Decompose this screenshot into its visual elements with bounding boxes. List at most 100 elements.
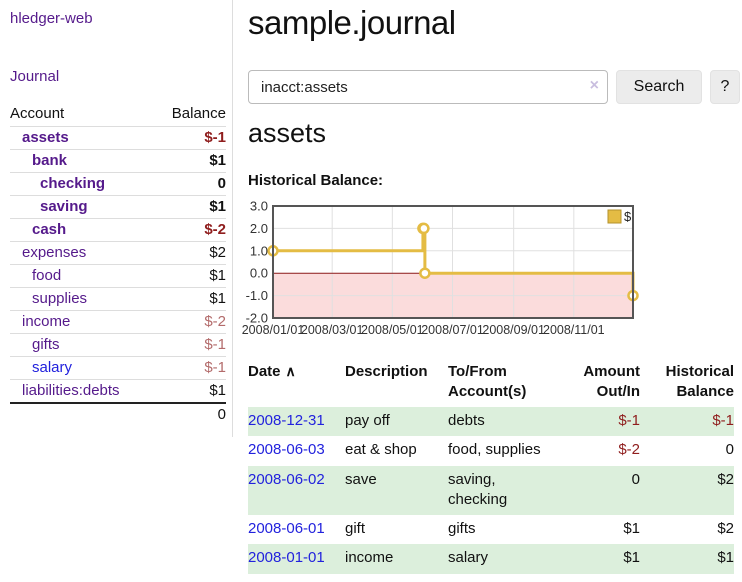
sidebar-item-journal[interactable]: Journal (10, 68, 60, 85)
account-row: expenses $2 (10, 241, 226, 265)
data-point-marker (418, 222, 430, 235)
account-name-cell: assets (10, 127, 154, 150)
account-name-cell: bank (10, 150, 154, 173)
account-row: salary $-1 (10, 356, 226, 380)
account-link[interactable]: liabilities:debts (22, 382, 120, 399)
transaction-row[interactable]: 2008-06-03 eat & shop food, supplies $-2 0 (248, 436, 734, 465)
sidebar-nav: Journal (10, 68, 224, 86)
search-box: × (248, 70, 608, 104)
account-link[interactable]: checking (40, 175, 106, 192)
y-tick-label: 0.0 (250, 266, 268, 281)
transaction-description: save (345, 470, 377, 488)
transaction-row[interactable]: 2008-12-31 pay off debts $-1 $-1 (248, 407, 734, 437)
transaction-date-link[interactable]: 2008-06-02 (248, 470, 325, 488)
historical-balance-chart: $3.0 2.0 1.0 0.0 -1.0 -2.0 2008/01/01 2008/03/0… (240, 198, 640, 343)
account-row: income $-2 (10, 310, 226, 334)
account-link[interactable]: expenses (22, 244, 87, 261)
y-tick-label: -1.0 (246, 288, 268, 303)
legend-swatch (607, 209, 622, 224)
account-link[interactable]: gifts (32, 336, 60, 353)
account-row: checking 0 (10, 172, 226, 196)
account-link[interactable]: cash (32, 221, 67, 238)
y-tick-label: 3.0 (250, 199, 268, 214)
x-tick-label: 2008/01/01 (242, 323, 305, 337)
transaction-description: gift (345, 520, 366, 537)
account-balance: $1 (209, 198, 226, 215)
app-brand: hledger-web (10, 10, 224, 28)
transaction-date-cell: 2008-01-01 (248, 544, 345, 573)
brand-link[interactable]: hledger-web (10, 10, 93, 27)
account-name-cell: liabilities:debts (10, 380, 154, 404)
account-link[interactable]: saving (40, 198, 88, 215)
transaction-date-link[interactable]: 2008-06-03 (248, 441, 325, 459)
y-tick-label: 2.0 (250, 221, 268, 236)
accounts-header-balance: Balance (171, 105, 226, 122)
account-row: bank $1 (10, 149, 226, 173)
transaction-date-link[interactable]: 2008-12-31 (248, 412, 325, 429)
transaction-description: pay off (345, 412, 390, 429)
transaction-balance: $-1 (712, 412, 734, 429)
transaction-accounts: saving, checking (448, 470, 508, 508)
y-tick-label: -2.0 (246, 311, 268, 326)
account-link[interactable]: supplies (32, 290, 88, 307)
header-description: Description (345, 363, 428, 380)
account-heading: assets (248, 118, 327, 148)
transaction-date-link[interactable]: 2008-01-01 (248, 549, 325, 567)
account-link[interactable]: salary (32, 359, 73, 376)
account-name-cell: salary (10, 357, 154, 380)
transaction-amount: $-2 (618, 441, 640, 459)
account-balance: $-1 (204, 359, 226, 376)
transaction-balance: $1 (717, 549, 734, 567)
chart-title: Historical Balance: (248, 172, 384, 189)
account-balance: $1 (209, 267, 226, 284)
transaction-accounts: debts (448, 412, 485, 429)
help-button[interactable]: ? (710, 70, 740, 104)
search-bar: × Search ? (248, 70, 740, 104)
account-balance: $1 (209, 152, 226, 169)
transaction-row[interactable]: 2008-01-01 income salary $1 $1 (248, 544, 734, 574)
account-name-cell: saving (10, 196, 154, 219)
accounts-header-account: Account (10, 105, 65, 122)
account-balance: $-2 (204, 221, 226, 238)
data-point-marker (419, 267, 431, 279)
account-balance: 0 (217, 175, 226, 192)
transaction-description: income (345, 549, 394, 567)
transaction-accounts: salary (448, 549, 489, 567)
transaction-balance: $2 (717, 520, 734, 537)
account-link[interactable]: income (22, 313, 71, 330)
header-accounts: To/From Account(s) (448, 363, 527, 400)
transaction-balance: $2 (717, 470, 734, 488)
accounts-total-row: 0 (10, 403, 226, 426)
transaction-amount: 0 (631, 470, 640, 488)
account-link[interactable]: assets (22, 129, 69, 146)
header-date[interactable]: Date ∧ (248, 363, 296, 380)
account-link[interactable]: food (32, 267, 62, 284)
search-input[interactable] (248, 70, 608, 104)
transactions-header-row: Date ∧ Description To/From Account(s) Amo… (248, 360, 734, 407)
account-link[interactable]: bank (32, 152, 68, 169)
account-row: food $1 (10, 264, 226, 288)
accounts-total: 0 (217, 406, 226, 423)
header-balance: Historical Balance (665, 363, 734, 400)
transactions-section: Date ∧ Description To/From Account(s) Amo… (248, 360, 734, 574)
x-tick-label: 2008/03/01 (301, 323, 364, 337)
transaction-date-link[interactable]: 2008-06-01 (248, 520, 325, 537)
transaction-row[interactable]: 2008-06-02 save saving, checking 0 $2 (248, 465, 734, 515)
x-tick-label: 2008/09/01 (482, 323, 545, 337)
account-row: saving $1 (10, 195, 226, 219)
account-balance: $2 (209, 244, 226, 261)
transaction-date-cell: 2008-06-01 (248, 515, 345, 544)
transaction-accounts: food, supplies (448, 441, 541, 459)
y-tick-label: 1.0 (250, 243, 268, 258)
x-tick-label: 2008/07/01 (421, 323, 484, 337)
transaction-row[interactable]: 2008-06-01 gift gifts $1 $2 (248, 515, 734, 544)
accounts-header-row: Account Balance (10, 102, 226, 127)
account-row: assets $-1 (10, 126, 226, 150)
clear-search-icon[interactable]: × (589, 77, 599, 94)
search-button[interactable]: Search (616, 70, 702, 104)
transaction-description: eat & shop (345, 441, 417, 459)
transaction-date-cell: 2008-06-03 (248, 436, 345, 465)
account-balance: $-1 (204, 129, 226, 146)
transaction-date-cell: 2008-12-31 (248, 407, 345, 436)
account-name-cell: cash (10, 219, 154, 242)
